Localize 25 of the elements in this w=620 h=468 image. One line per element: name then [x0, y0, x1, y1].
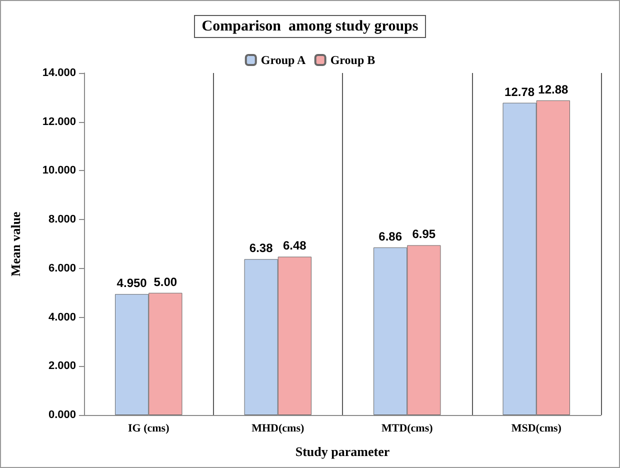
- data-label: 6.95: [412, 227, 436, 242]
- y-tick-label: 2.000: [48, 360, 76, 372]
- x-tick-label: IG (cms): [128, 422, 170, 434]
- data-label: 12.88: [538, 82, 569, 96]
- data-label: 4.950: [116, 276, 148, 290]
- x-axis-title: Study parameter: [295, 444, 390, 459]
- y-axis-title: Mean value: [8, 211, 23, 276]
- y-tick-label: 10.000: [42, 164, 76, 177]
- chart-title: Comparison among study groups: [202, 18, 418, 34]
- data-label: 6.48: [283, 238, 307, 253]
- y-tick-label: 6.000: [48, 262, 76, 274]
- legend-label: Group A: [260, 53, 306, 67]
- y-tick-label: 0.000: [48, 409, 76, 421]
- data-label: 5.00: [154, 274, 178, 289]
- data-label: 6.86: [378, 229, 402, 244]
- data-label: 12.78: [504, 84, 535, 99]
- x-tick-label: MSD(cms): [511, 422, 562, 434]
- y-tick-label: 8.000: [48, 214, 76, 226]
- y-tick-label: 4.000: [48, 311, 76, 324]
- legend-label: Group B: [330, 53, 376, 67]
- data-label: 6.38: [249, 241, 274, 256]
- y-tick-label: 12.000: [42, 116, 76, 128]
- x-tick-label: MTD(cms): [381, 422, 434, 434]
- x-tick-label: MHD(cms): [252, 422, 304, 434]
- y-tick-label: 14.000: [42, 67, 76, 79]
